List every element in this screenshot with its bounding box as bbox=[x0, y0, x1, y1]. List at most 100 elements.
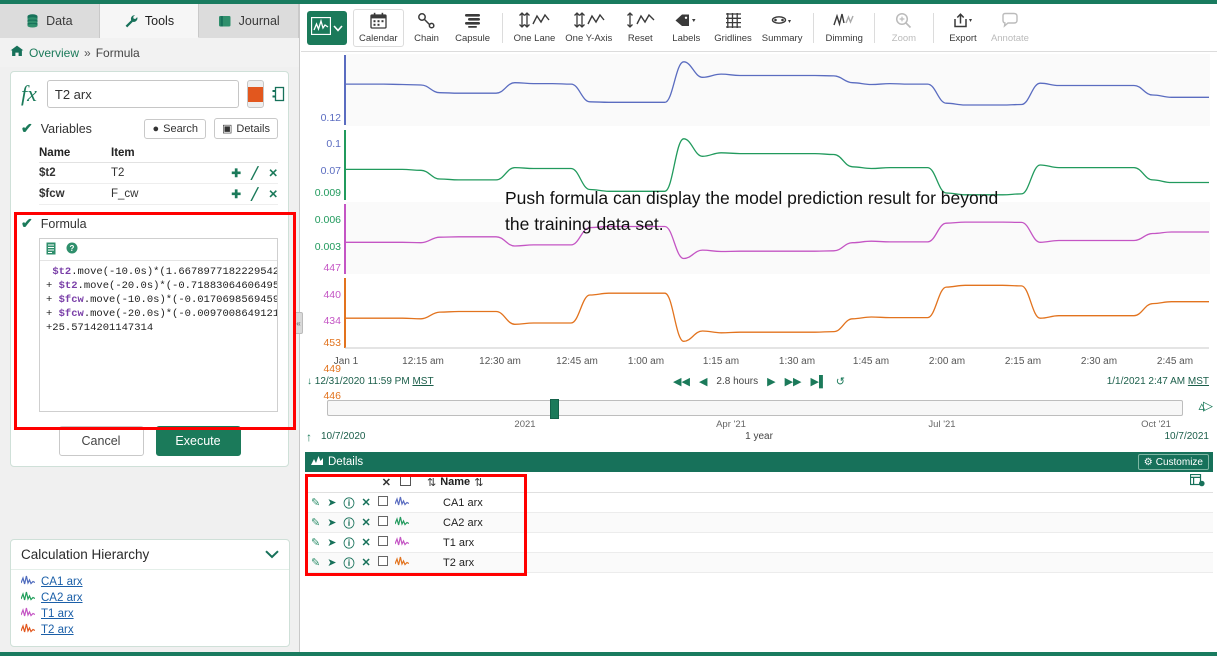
formula-code-text[interactable]: $t2.move(-10.0s)*(1.6678977182229542) + … bbox=[40, 261, 277, 411]
execute-button[interactable]: Execute bbox=[155, 426, 241, 456]
list-item[interactable]: CA2 arx bbox=[20, 590, 279, 606]
remove-all-icon[interactable]: ✕ bbox=[381, 476, 391, 489]
summary-button[interactable]: Summary bbox=[757, 10, 808, 46]
edit-icon[interactable]: ✎ bbox=[311, 537, 321, 549]
x-tick: 1:30 am bbox=[778, 356, 816, 367]
select-all-checkbox[interactable] bbox=[400, 475, 411, 489]
edit-pencil-icon[interactable]: ╱ bbox=[251, 168, 259, 180]
trend-line-ca2-arx[interactable] bbox=[345, 138, 1209, 196]
variable-name: $fcw bbox=[39, 183, 111, 205]
tab-tools-label: Tools bbox=[144, 13, 175, 28]
document-icon[interactable] bbox=[46, 242, 57, 258]
step-back-icon[interactable]: ◀ bbox=[698, 376, 708, 388]
jump-end-icon[interactable]: ▶▌ bbox=[810, 376, 827, 388]
capsule-button[interactable]: Capsule bbox=[450, 10, 496, 46]
remove-icon[interactable]: ✕ bbox=[361, 557, 371, 569]
edit-icon[interactable]: ✎ bbox=[311, 497, 321, 509]
panel-collapse-handle[interactable]: « bbox=[294, 312, 303, 334]
one-y-axis-label: One Y-Axis bbox=[565, 32, 613, 44]
info-icon[interactable]: ⓘ bbox=[343, 537, 355, 550]
hierarchy-item-label[interactable]: CA2 arx bbox=[41, 592, 83, 604]
trend-line-t1-arx[interactable] bbox=[345, 221, 1209, 260]
one-lane-button[interactable]: One Lane bbox=[509, 10, 561, 46]
chevron-down-icon[interactable] bbox=[265, 547, 279, 562]
delete-icon[interactable]: ✕ bbox=[268, 168, 278, 180]
add-icon[interactable]: ✚ bbox=[231, 168, 242, 180]
remove-icon[interactable]: ✕ bbox=[361, 497, 371, 509]
remove-icon[interactable]: ✕ bbox=[361, 517, 371, 529]
details-header-icons: ✕ bbox=[305, 475, 415, 489]
sort-icon[interactable]: ⇅ bbox=[474, 476, 484, 489]
breadcrumb-root[interactable]: Overview bbox=[29, 45, 80, 60]
details-button[interactable]: ▣ Details bbox=[213, 118, 278, 139]
list-item[interactable]: CA1 arx bbox=[20, 574, 279, 590]
pin-icon[interactable]: ➤ bbox=[327, 557, 337, 569]
table-row[interactable]: ✎ ➤ ⓘ ✕ CA2 arx bbox=[305, 513, 1213, 533]
table-row[interactable]: ✎ ➤ ⓘ ✕ T2 arx bbox=[305, 553, 1213, 573]
trend-line-t2-arx[interactable] bbox=[346, 284, 1209, 342]
refresh-icon[interactable]: ↺ bbox=[835, 376, 845, 388]
edit-icon[interactable]: ✎ bbox=[311, 557, 321, 569]
cancel-button[interactable]: Cancel bbox=[58, 426, 144, 456]
select-checkbox[interactable] bbox=[377, 496, 388, 509]
jump-forward-icon[interactable]: ▶▶ bbox=[784, 376, 802, 388]
calendar-button[interactable]: Calendar bbox=[353, 8, 404, 47]
pin-icon[interactable]: ➤ bbox=[327, 517, 337, 529]
trend-line-ca1-arx[interactable] bbox=[345, 61, 1209, 106]
customize-button[interactable]: ⚙ Customize bbox=[1137, 454, 1209, 470]
tab-tools[interactable]: Tools bbox=[99, 4, 200, 38]
export-button[interactable]: Export bbox=[940, 10, 986, 46]
hierarchy-item-label[interactable]: CA1 arx bbox=[41, 576, 83, 588]
duration-label[interactable]: 2.8 hours bbox=[716, 376, 759, 387]
color-picker-button[interactable] bbox=[246, 80, 264, 108]
pin-icon[interactable]: ➤ bbox=[327, 537, 337, 549]
chain-label: Chain bbox=[414, 32, 439, 44]
timeline-thumb[interactable] bbox=[550, 399, 559, 419]
dimming-button[interactable]: Dimming bbox=[820, 10, 867, 46]
export-table-icon[interactable] bbox=[1189, 473, 1205, 490]
tab-journal[interactable]: Journal bbox=[199, 4, 300, 38]
gridlines-button[interactable]: Gridlines bbox=[709, 10, 757, 46]
select-checkbox[interactable] bbox=[377, 556, 388, 569]
row-icons: ✎ ➤ ⓘ ✕ bbox=[305, 495, 415, 511]
hierarchy-item-label[interactable]: T1 arx bbox=[41, 608, 74, 620]
select-checkbox[interactable] bbox=[377, 516, 388, 529]
remove-icon[interactable]: ✕ bbox=[361, 537, 371, 549]
select-checkbox[interactable] bbox=[377, 536, 388, 549]
table-row[interactable]: ✎ ➤ ⓘ ✕ CA1 arx bbox=[305, 493, 1213, 513]
timeline-slider[interactable]: ▵▷ 2021 Apr '21 Jul '21 Oct '21 ↑ 10/7/2… bbox=[301, 398, 1217, 444]
search-button[interactable]: ● Search bbox=[144, 118, 206, 139]
timeline-end-handle-icon[interactable]: ▵▷ bbox=[1198, 398, 1212, 413]
calculation-hierarchy-header[interactable]: Calculation Hierarchy bbox=[11, 540, 289, 570]
edit-icon[interactable]: ✎ bbox=[311, 517, 321, 529]
timeline-track[interactable] bbox=[327, 399, 1183, 419]
pin-icon[interactable]: ➤ bbox=[327, 497, 337, 509]
details-name-column-header[interactable]: ⇅ Name ⇅ bbox=[415, 476, 483, 489]
sort-icon[interactable]: ⇅ bbox=[427, 476, 437, 489]
step-forward-icon[interactable]: ▶ bbox=[767, 376, 776, 388]
chain-button[interactable]: Chain bbox=[404, 10, 450, 46]
info-icon[interactable]: ⓘ bbox=[343, 497, 355, 510]
one-y-axis-button[interactable]: One Y-Axis bbox=[560, 10, 617, 46]
variables-table: Name Item $t2 T2 ✚ ╱ ✕ $fcw F_cw bbox=[39, 145, 278, 205]
home-icon[interactable] bbox=[10, 45, 24, 60]
signal-properties-icon[interactable] bbox=[272, 81, 285, 107]
jump-start-icon[interactable]: ◀◀ bbox=[673, 376, 690, 388]
add-icon[interactable]: ✚ bbox=[231, 189, 242, 201]
help-icon[interactable]: ? bbox=[66, 242, 78, 257]
tab-data[interactable]: Data bbox=[0, 4, 100, 38]
trend-icon bbox=[394, 516, 409, 530]
info-icon[interactable]: ⓘ bbox=[343, 557, 355, 570]
list-item[interactable]: T2 arx bbox=[20, 622, 279, 638]
formula-name-input[interactable] bbox=[46, 80, 239, 108]
view-mode-button[interactable] bbox=[307, 10, 347, 45]
table-row[interactable]: ✎ ➤ ⓘ ✕ T1 arx bbox=[305, 533, 1213, 553]
list-item[interactable]: T1 arx bbox=[20, 606, 279, 622]
edit-pencil-icon[interactable]: ╱ bbox=[251, 189, 259, 201]
hierarchy-item-label[interactable]: T2 arx bbox=[41, 624, 74, 636]
labels-button[interactable]: Labels bbox=[663, 10, 709, 46]
trend-chart[interactable]: 0.12 0.1 0.07 0.009 0.006 0.003 447 440 … bbox=[301, 52, 1217, 402]
reset-button[interactable]: Reset bbox=[617, 10, 663, 46]
info-icon[interactable]: ⓘ bbox=[343, 517, 355, 530]
delete-icon[interactable]: ✕ bbox=[268, 189, 278, 201]
